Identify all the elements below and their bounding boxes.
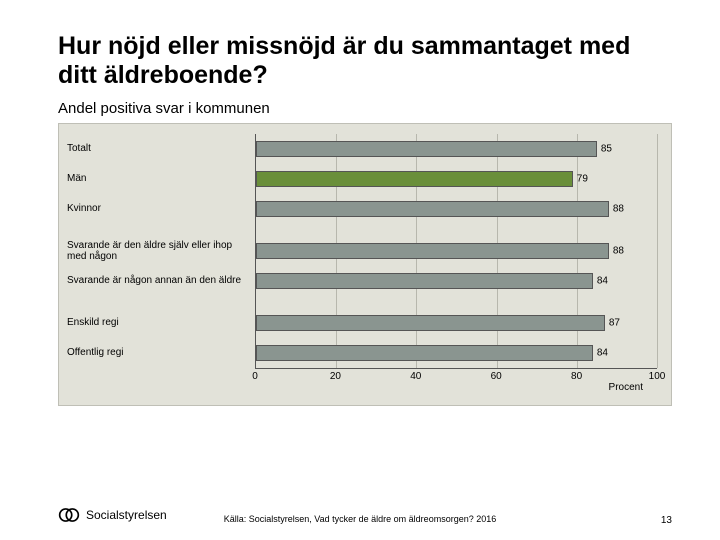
bar-value: 87 [609, 317, 620, 328]
x-tick: 80 [571, 371, 582, 382]
bar-label: Män [67, 164, 255, 194]
bar [256, 315, 605, 331]
bar [256, 273, 593, 289]
page-number: 13 [661, 515, 672, 526]
gridline [657, 134, 658, 368]
bar-row: 84 [256, 266, 657, 296]
bar [256, 201, 609, 217]
bar-label: Kvinnor [67, 194, 255, 224]
x-tick: 100 [649, 371, 666, 382]
bar-value: 85 [601, 143, 612, 154]
bars-layer: 85 79 88 88 84 87 84 [256, 134, 657, 368]
bar-row: 88 [256, 236, 657, 266]
logo: Socialstyrelsen [58, 504, 167, 526]
bar-row: 87 [256, 308, 657, 338]
logo-text: Socialstyrelsen [86, 508, 167, 522]
x-tick: 20 [330, 371, 341, 382]
chart-panel: TotaltMänKvinnor Svarande är den äldre sj… [58, 123, 672, 406]
bar-value: 88 [613, 203, 624, 214]
bar-row: 88 [256, 194, 657, 224]
bar [256, 141, 597, 157]
page-subtitle: Andel positiva svar i kommunen [58, 100, 672, 117]
bar-value: 88 [613, 245, 624, 256]
bar-row: 79 [256, 164, 657, 194]
bar [256, 345, 593, 361]
x-axis: 020406080100 [255, 369, 657, 383]
x-tick: 40 [410, 371, 421, 382]
page-title: Hur nöjd eller missnöjd är du sammantage… [58, 32, 672, 90]
logo-icon [58, 504, 80, 526]
slide: Hur nöjd eller missnöjd är du sammantage… [0, 0, 720, 540]
footer: Socialstyrelsen 13 [0, 504, 720, 526]
x-axis-label: Procent [609, 382, 643, 393]
bar-value: 79 [577, 173, 588, 184]
bar-label: Offentlig regi [67, 338, 255, 368]
bar [256, 171, 573, 187]
bar-label: Svarande är någon annan än den äldre [67, 266, 255, 296]
bar-row: 85 [256, 134, 657, 164]
x-tick: 0 [252, 371, 258, 382]
bar-value: 84 [597, 347, 608, 358]
y-axis-labels: TotaltMänKvinnor Svarande är den äldre sj… [67, 134, 255, 369]
bar-label: Enskild regi [67, 308, 255, 338]
x-tick: 60 [491, 371, 502, 382]
plot-wrap: TotaltMänKvinnor Svarande är den äldre sj… [67, 134, 657, 369]
bar-row: 84 [256, 338, 657, 368]
plot-area: 85 79 88 88 84 87 84 [255, 134, 657, 369]
bar-label: Svarande är den äldre själv eller ihop m… [67, 236, 255, 266]
bar-label: Totalt [67, 134, 255, 164]
bar [256, 243, 609, 259]
bar-value: 84 [597, 275, 608, 286]
